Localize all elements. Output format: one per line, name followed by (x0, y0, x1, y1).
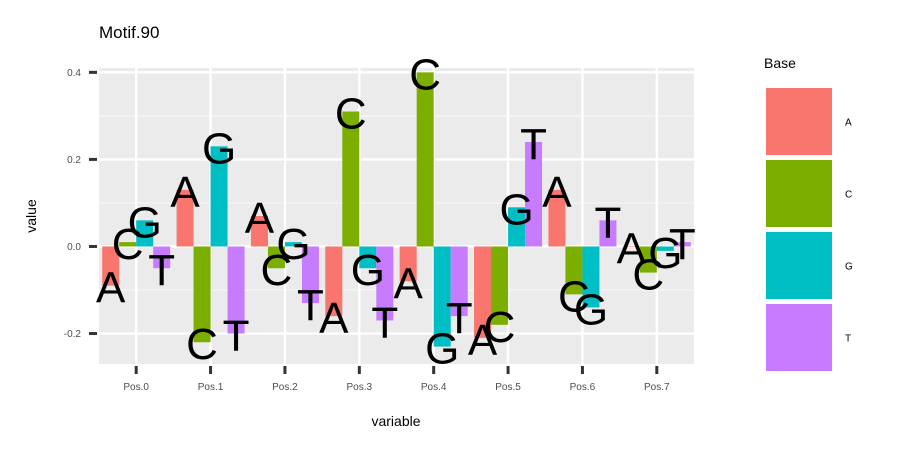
legend: A C G T (766, 88, 853, 371)
bar-letter: G (202, 124, 236, 173)
bar-letter: A (245, 194, 275, 243)
bar-letter: G (574, 285, 608, 334)
x-tick-label: Pos.0 (123, 382, 149, 393)
bar-T-Pos.7 (673, 242, 691, 247)
bar-letter: A (468, 316, 498, 365)
x-tick-label: Pos.2 (272, 382, 298, 393)
bar-T-Pos.0 (153, 246, 171, 269)
x-axis-title: variable (371, 413, 420, 429)
y-tick-label: 0.4 (67, 68, 81, 79)
bar-C-Pos.4 (416, 72, 434, 247)
bar-C-Pos.0 (119, 242, 137, 247)
bar-letter: G (425, 325, 459, 374)
bar-G-Pos.5 (508, 207, 526, 247)
legend-key-A (766, 88, 832, 155)
legend-title: Base (764, 55, 796, 71)
bar-letter: G (128, 198, 162, 247)
bar-letter: T (297, 281, 324, 330)
bar-T-Pos.4 (450, 246, 468, 317)
bar-G-Pos.2 (284, 242, 302, 247)
bar-A-Pos.2 (250, 216, 268, 247)
bar-letter: C (186, 320, 218, 369)
bar-letter: G (499, 185, 533, 234)
x-tick-label: Pos.5 (495, 382, 521, 393)
bar-T-Pos.6 (599, 220, 617, 247)
bar-G-Pos.7 (656, 246, 674, 251)
legend-label: A (845, 118, 852, 129)
bar-G-Pos.3 (359, 246, 377, 269)
bar-A-Pos.6 (548, 189, 566, 247)
bar-letter: T (669, 220, 696, 269)
bar-letter: A (96, 264, 126, 313)
legend-label: C (845, 190, 852, 201)
legend-key-C (766, 160, 832, 227)
bar-letter: T (371, 298, 398, 347)
bar-A-Pos.4 (399, 246, 417, 282)
bar-letter: T (223, 312, 250, 361)
x-axis: Pos.0 Pos.1 Pos.2 Pos.3 Pos.4 Pos.5 Pos.6 Pos.7 (123, 366, 670, 393)
bar-letter: C (112, 220, 144, 269)
bar-letter: T (520, 120, 547, 169)
x-tick-label: Pos.1 (198, 382, 224, 393)
bar-T-Pos.2 (301, 246, 319, 304)
bar-letter: A (394, 259, 424, 308)
bar-letter: A (319, 294, 349, 343)
bar-C-Pos.2 (267, 246, 285, 269)
bar-letter: G (276, 220, 310, 269)
bar-A-Pos.0 (102, 246, 120, 286)
bar-C-Pos.1 (193, 246, 211, 343)
y-tick-label: -0.2 (64, 329, 82, 340)
bar-T-Pos.5 (525, 142, 543, 247)
y-axis-title: value (23, 199, 39, 233)
bar-A-Pos.7 (622, 246, 640, 247)
bar-letter: C (335, 90, 367, 139)
bar-C-Pos.5 (491, 246, 509, 325)
bar-letter: C (632, 251, 664, 300)
bar-letter: G (351, 246, 385, 295)
x-tick-label: Pos.4 (421, 382, 447, 393)
bars (102, 72, 691, 347)
bar-letter: C (409, 50, 441, 99)
legend-key-G (766, 232, 832, 299)
y-tick-label: 0.2 (67, 155, 81, 166)
bar-letter: A (542, 168, 572, 217)
bar-letter: C (261, 246, 293, 295)
bar-G-Pos.0 (136, 220, 154, 247)
bar-letter: A (170, 168, 200, 217)
legend-label: G (845, 262, 853, 273)
bar-T-Pos.3 (376, 246, 394, 321)
bar-A-Pos.1 (176, 189, 194, 247)
y-tick-label: 0.0 (67, 242, 81, 253)
bar-T-Pos.1 (227, 246, 245, 334)
bar-A-Pos.5 (474, 246, 492, 338)
bar-G-Pos.6 (582, 246, 600, 308)
chart-title: Motif.90 (99, 23, 159, 42)
bar-letter: T (148, 246, 175, 295)
bar-letter: T (446, 294, 473, 343)
bar-letter: A (617, 224, 647, 273)
bar-letter: C (484, 303, 516, 352)
bar-C-Pos.7 (639, 246, 657, 273)
bar-G-Pos.4 (433, 246, 451, 347)
bar-C-Pos.3 (342, 111, 360, 247)
bar-letter: C (558, 272, 590, 321)
legend-key-T (766, 304, 832, 371)
x-tick-label: Pos.3 (347, 382, 373, 393)
x-tick-label: Pos.7 (644, 382, 670, 393)
legend-label: T (845, 334, 851, 345)
bar-letter: T (594, 198, 621, 247)
bar-C-Pos.6 (565, 246, 583, 295)
bar-A-Pos.3 (325, 246, 343, 317)
bar-G-Pos.1 (210, 146, 228, 247)
y-axis: -0.2 0.0 0.2 0.4 (64, 68, 97, 340)
x-tick-label: Pos.6 (570, 382, 596, 393)
bar-letter: G (648, 229, 682, 278)
